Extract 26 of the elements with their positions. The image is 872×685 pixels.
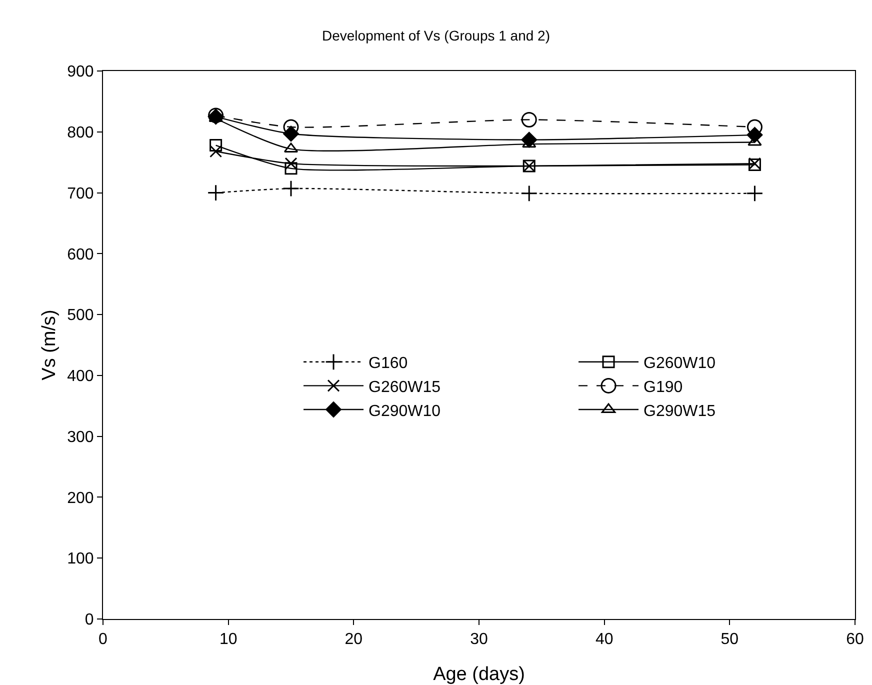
y-axis-title: Vs (m/s) xyxy=(39,310,60,380)
y-tick-label: 300 xyxy=(67,428,94,446)
x-tick-label: 50 xyxy=(720,631,739,648)
legend-label: G260W10 xyxy=(644,355,716,372)
x-axis-title: Age (days) xyxy=(433,664,525,685)
y-tick-label: 700 xyxy=(67,185,94,202)
y-tick-label: 800 xyxy=(67,124,94,142)
y-tick-label: 500 xyxy=(67,307,94,324)
x-tick-label: 10 xyxy=(219,631,238,648)
legend-label: G190 xyxy=(644,378,683,396)
x-tick-label: 40 xyxy=(595,631,614,648)
legend-label: G160 xyxy=(368,355,408,372)
y-tick-label: 900 xyxy=(67,64,94,81)
legend-label: G290W15 xyxy=(644,402,716,420)
y-tick-label: 400 xyxy=(67,368,94,386)
y-tick-label: 200 xyxy=(67,490,94,507)
y-tick-label: 600 xyxy=(67,246,94,264)
x-tick-label: 30 xyxy=(470,631,488,648)
legend-label: G290W10 xyxy=(368,402,441,420)
legend-label: G260W15 xyxy=(368,378,441,396)
x-tick-label: 20 xyxy=(344,631,363,648)
chart-title: Development of Vs (Groups 1 and 2) xyxy=(322,28,550,44)
x-tick-label: 60 xyxy=(846,631,864,648)
y-tick-label: 100 xyxy=(67,550,94,568)
y-tick-label: 0 xyxy=(84,612,94,629)
x-tick-label: 0 xyxy=(98,631,108,648)
